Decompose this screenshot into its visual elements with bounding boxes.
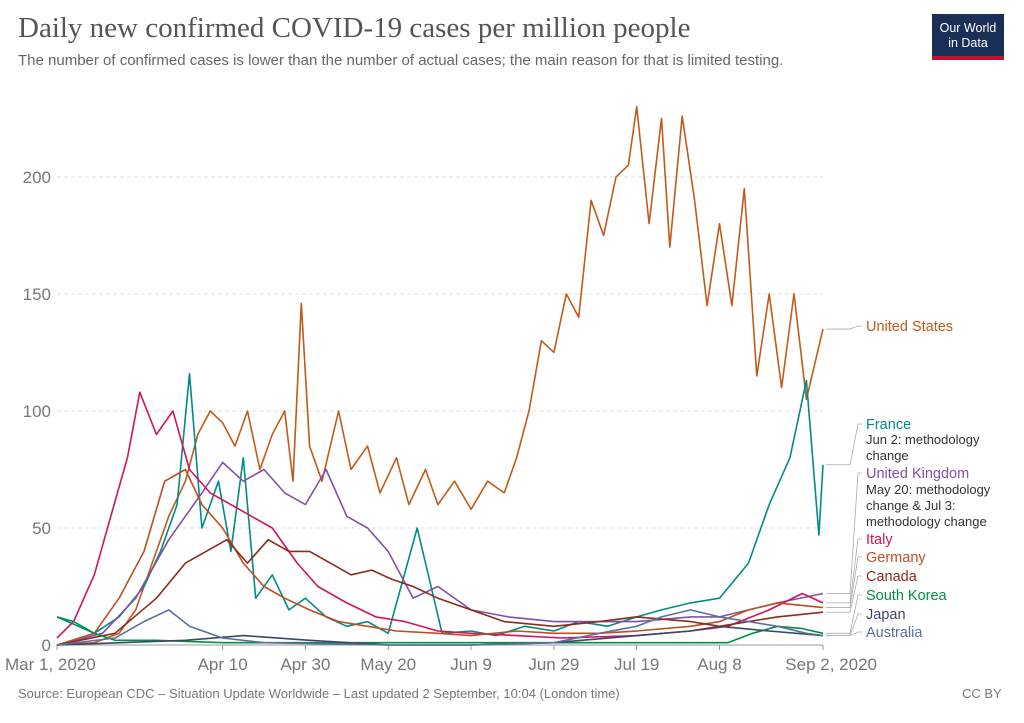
y-tick-label: 50 xyxy=(32,519,51,538)
methodology-annotation: methodology change xyxy=(866,514,987,529)
series-label-germany: Germany xyxy=(866,550,926,566)
methodology-annotation: change xyxy=(866,448,909,463)
label-leader-line xyxy=(826,631,862,637)
x-tick-label: May 20 xyxy=(360,655,416,674)
label-layer: United States France United Kingdom Italy Ge… xyxy=(826,319,991,641)
series-label-canada: Canada xyxy=(866,569,918,585)
series-line-germany xyxy=(56,468,824,646)
logo-line-1: Our World xyxy=(939,21,997,35)
series-line-united-states xyxy=(56,105,824,646)
y-tick-label: 0 xyxy=(42,636,51,655)
series-line-south-korea xyxy=(56,616,824,644)
series-label-italy: Italy xyxy=(866,532,893,548)
label-leader-line xyxy=(826,325,862,330)
y-tick-label: 150 xyxy=(23,285,51,304)
label-leader-line xyxy=(826,472,862,594)
methodology-annotation: May 20: methodology xyxy=(866,482,991,497)
x-tick-label: Apr 30 xyxy=(280,655,330,674)
series-label-united-states: United States xyxy=(866,319,953,335)
owid-logo[interactable]: Our World in Data xyxy=(932,14,1004,60)
label-leader-line xyxy=(826,423,862,466)
series-line-canada xyxy=(56,538,824,646)
label-leader-line xyxy=(826,594,862,634)
series-line-italy xyxy=(56,391,824,639)
series-line-france xyxy=(56,372,824,637)
x-tick-label: Jun 29 xyxy=(528,655,579,674)
logo-line-2: in Data xyxy=(948,36,988,50)
label-leader-line xyxy=(826,538,862,604)
x-tick-label: Sep 2, 2020 xyxy=(785,655,877,674)
x-tick-label: Jun 9 xyxy=(450,655,492,674)
series-label-south-korea: South Korea xyxy=(866,588,948,604)
methodology-annotation: Jun 2: methodology xyxy=(866,432,980,447)
label-leader-line xyxy=(826,575,862,613)
label-leader-line xyxy=(826,556,862,608)
y-tick-label: 200 xyxy=(23,168,51,187)
series-layer xyxy=(56,105,824,646)
series-label-united-kingdom: United Kingdom xyxy=(866,466,969,482)
x-tick-label: Jul 19 xyxy=(614,655,659,674)
source-note: Source: European CDC – Situation Update … xyxy=(18,686,620,701)
series-label-japan: Japan xyxy=(866,607,906,623)
license-link[interactable]: CC BY xyxy=(962,686,1002,701)
methodology-annotation: change & Jul 3: xyxy=(866,498,956,513)
chart-subtitle: The number of confirmed cases is lower t… xyxy=(18,52,784,69)
x-tick-label: Mar 1, 2020 xyxy=(5,655,96,674)
series-line-australia xyxy=(56,609,824,646)
x-tick-label: Aug 8 xyxy=(697,655,741,674)
x-tick-label: Apr 10 xyxy=(198,655,248,674)
grid-layer: 0 50 100 150 200 Mar 1, 2020 Apr 10 Apr 30 May 2… xyxy=(5,168,877,674)
chart-title: Daily new confirmed COVID-19 cases per m… xyxy=(18,12,691,44)
y-tick-label: 100 xyxy=(23,402,51,421)
series-label-france: France xyxy=(866,417,911,433)
series-line-united-kingdom xyxy=(56,461,824,646)
series-label-australia: Australia xyxy=(866,625,923,641)
